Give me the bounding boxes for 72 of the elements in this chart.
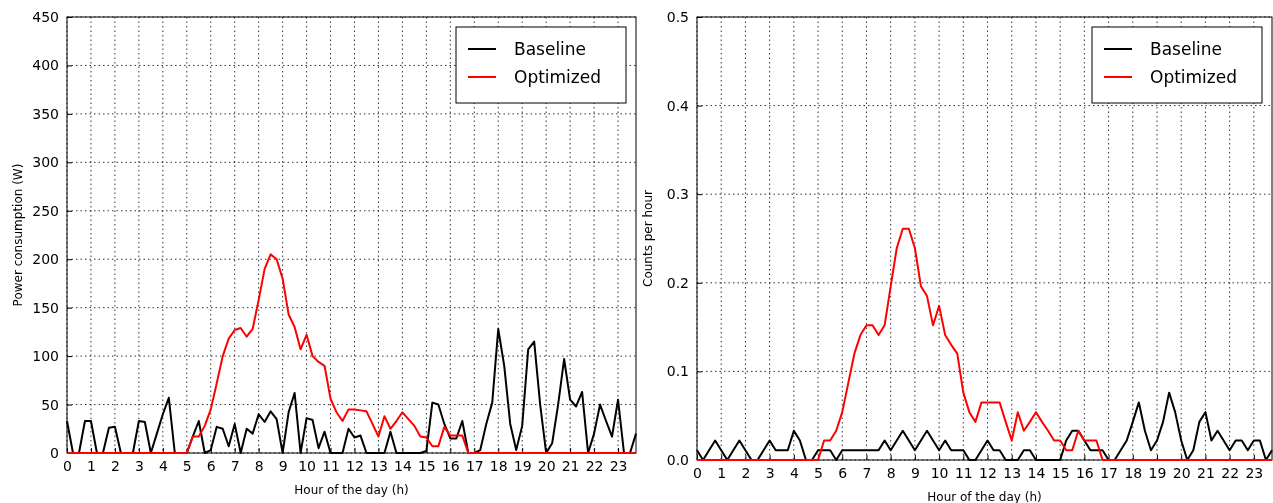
x-tick-label: 19 [513,457,532,474]
x-tick-label: 6 [206,457,216,474]
legend-label: Baseline [514,39,587,59]
x-tick-label: 20 [537,457,556,474]
x-tick-label: 9 [910,464,920,481]
x-axis-title: Hour of the day (h) [294,483,409,497]
y-tick-label: 300 [32,154,59,171]
x-tick-label: 8 [886,464,896,481]
x-tick-label: 5 [814,464,824,481]
x-tick-label: 15 [417,457,436,474]
x-tick-label: 7 [230,457,240,474]
x-tick-label: 13 [1003,464,1022,481]
x-tick-label: 15 [1051,464,1070,481]
x-tick-label: 23 [609,457,628,474]
y-tick-label: 0 [50,444,59,461]
y-tick-label: 0.1 [666,363,689,380]
y-tick-label: 250 [32,202,59,219]
x-tick-label: 11 [954,464,973,481]
x-tick-label: 8 [254,457,264,474]
x-tick-label: 7 [862,464,872,481]
y-tick-label: 0.2 [666,274,689,291]
x-tick-label: 16 [441,457,460,474]
x-tick-label: 18 [1124,464,1143,481]
x-tick-label: 21 [561,457,580,474]
x-tick-label: 19 [1148,464,1167,481]
x-tick-label: 9 [278,457,288,474]
y-tick-label: 0.4 [666,97,690,114]
x-tick-label: 17 [465,457,484,474]
y-tick-label: 450 [32,8,59,25]
x-tick-label: 2 [741,464,751,481]
y-tick-label: 0.5 [666,8,689,25]
x-tick-label: 4 [789,464,799,481]
x-tick-label: 22 [585,457,604,474]
x-tick-label: 12 [346,457,364,474]
x-tick-label: 17 [1100,464,1118,481]
x-tick-label: 13 [370,457,388,474]
x-tick-label: 23 [1245,464,1264,481]
y-tick-label: 0.0 [666,451,689,468]
x-tick-label: 1 [87,457,96,474]
x-tick-label: 12 [979,464,997,481]
legend-label: Baseline [1150,39,1223,59]
x-tick-label: 20 [1172,464,1191,481]
y-axis-title: Power consumption (W) [11,163,25,307]
legend-label: Optimized [1150,67,1238,87]
x-tick-label: 10 [930,464,949,481]
x-tick-label: 3 [134,457,144,474]
x-tick-label: 22 [1221,464,1240,481]
x-tick-label: 1 [717,464,727,481]
y-tick-label: 150 [32,299,59,316]
x-tick-label: 11 [322,457,340,474]
x-tick-label: 0 [63,457,72,474]
y-tick-label: 100 [32,348,59,365]
x-tick-label: 4 [158,457,168,474]
y-tick-label: 200 [32,251,59,268]
x-axis-title: Hour of the day (h) [927,490,1042,503]
y-axis-title: Counts per hour [641,189,655,287]
x-tick-label: 3 [765,464,775,481]
x-tick-label: 6 [838,464,848,481]
x-tick-label: 21 [1197,464,1215,481]
x-tick-label: 18 [489,457,508,474]
y-tick-label: 350 [32,105,59,122]
x-tick-label: 2 [110,457,120,474]
x-tick-label: 14 [1027,464,1046,481]
y-tick-label: 50 [41,396,59,413]
x-tick-label: 5 [182,457,192,474]
y-tick-label: 0.3 [666,186,689,203]
legend-label: Optimized [514,67,602,87]
y-tick-label: 400 [32,57,59,74]
x-tick-label: 10 [298,457,316,474]
x-tick-label: 14 [394,457,412,474]
x-tick-label: 16 [1075,464,1094,481]
x-tick-label: 0 [693,464,702,481]
